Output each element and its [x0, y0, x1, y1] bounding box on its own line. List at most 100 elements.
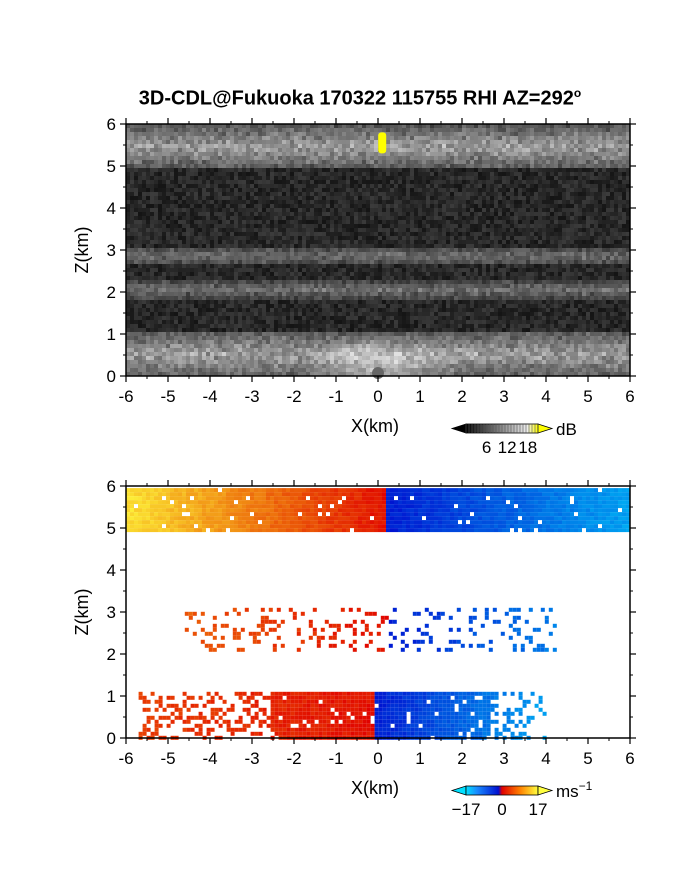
reflectivity-cell: [258, 236, 262, 240]
reflectivity-cell: [418, 236, 422, 240]
reflectivity-cell: [278, 368, 282, 372]
reflectivity-cell: [230, 316, 234, 320]
reflectivity-cell: [294, 328, 298, 332]
reflectivity-cell: [142, 132, 146, 136]
reflectivity-cell: [134, 212, 138, 216]
reflectivity-cell: [282, 204, 286, 208]
reflectivity-cell: [298, 200, 302, 204]
reflectivity-cell: [390, 204, 394, 208]
reflectivity-cell: [310, 276, 314, 280]
reflectivity-cell: [226, 272, 230, 276]
reflectivity-cell: [366, 280, 370, 284]
reflectivity-cell: [394, 348, 398, 352]
reflectivity-cell: [166, 124, 170, 128]
reflectivity-cell: [254, 292, 258, 296]
reflectivity-cell: [374, 216, 378, 220]
reflectivity-cell: [174, 264, 178, 268]
reflectivity-cell: [426, 336, 430, 340]
reflectivity-cell: [250, 268, 254, 272]
reflectivity-cell: [142, 252, 146, 256]
reflectivity-cell: [294, 228, 298, 232]
reflectivity-cell: [382, 276, 386, 280]
reflectivity-cell: [202, 344, 206, 348]
reflectivity-cell: [306, 328, 310, 332]
reflectivity-cell: [166, 228, 170, 232]
reflectivity-cell: [378, 364, 382, 368]
reflectivity-cell: [378, 236, 382, 240]
reflectivity-cell: [218, 272, 222, 276]
reflectivity-cell: [342, 256, 346, 260]
reflectivity-cell: [182, 320, 186, 324]
reflectivity-cell: [350, 196, 354, 200]
reflectivity-cell: [158, 128, 162, 132]
reflectivity-cell: [434, 328, 438, 332]
reflectivity-cell: [178, 348, 182, 352]
reflectivity-cell: [422, 360, 426, 364]
reflectivity-cell: [422, 344, 426, 348]
reflectivity-cell: [374, 200, 378, 204]
reflectivity-cell: [290, 316, 294, 320]
reflectivity-cell: [250, 164, 254, 168]
reflectivity-cell: [270, 284, 274, 288]
reflectivity-cell: [390, 156, 394, 160]
reflectivity-cell: [150, 348, 154, 352]
reflectivity-cell: [390, 232, 394, 236]
reflectivity-cell: [318, 364, 322, 368]
reflectivity-cell: [438, 188, 442, 192]
reflectivity-cell: [150, 212, 154, 216]
reflectivity-cell: [338, 288, 342, 292]
reflectivity-cell: [254, 228, 258, 232]
reflectivity-cell: [402, 244, 406, 248]
reflectivity-cell: [218, 204, 222, 208]
reflectivity-cell: [282, 224, 286, 228]
reflectivity-cell: [330, 368, 334, 372]
reflectivity-cell: [382, 292, 386, 296]
reflectivity-cell: [366, 216, 370, 220]
reflectivity-cell: [230, 320, 234, 324]
reflectivity-cell: [214, 332, 218, 336]
reflectivity-cell: [378, 224, 382, 228]
reflectivity-cell: [214, 300, 218, 304]
reflectivity-cell: [174, 208, 178, 212]
reflectivity-cell: [126, 340, 130, 344]
reflectivity-cell: [226, 336, 230, 340]
reflectivity-cell: [218, 248, 222, 252]
reflectivity-cell: [358, 232, 362, 236]
reflectivity-cell: [250, 240, 254, 244]
reflectivity-cell: [230, 136, 234, 140]
reflectivity-cell: [334, 136, 338, 140]
reflectivity-cell: [202, 372, 206, 376]
reflectivity-cell: [222, 260, 226, 264]
reflectivity-cell: [178, 344, 182, 348]
reflectivity-cell: [234, 208, 238, 212]
reflectivity-cell: [278, 168, 282, 172]
reflectivity-cell: [154, 156, 158, 160]
reflectivity-cell: [166, 188, 170, 192]
reflectivity-cell: [258, 152, 262, 156]
reflectivity-cell: [194, 348, 198, 352]
reflectivity-cell: [350, 232, 354, 236]
reflectivity-cell: [322, 148, 326, 152]
reflectivity-cell: [386, 332, 390, 336]
reflectivity-cell: [438, 256, 442, 260]
reflectivity-cell: [374, 228, 378, 232]
reflectivity-cell: [206, 372, 210, 376]
reflectivity-cell: [414, 264, 418, 268]
reflectivity-cell: [218, 152, 222, 156]
reflectivity-cell: [142, 268, 146, 272]
reflectivity-cell: [138, 220, 142, 224]
reflectivity-cell: [298, 292, 302, 296]
reflectivity-cell: [218, 216, 222, 220]
reflectivity-cell: [214, 152, 218, 156]
reflectivity-cell: [422, 312, 426, 316]
reflectivity-cell: [406, 272, 410, 276]
chart-title-text: 3D-CDL@Fukuoka 170322 115755 RHI AZ=292: [138, 87, 574, 110]
reflectivity-cell: [174, 372, 178, 376]
reflectivity-cell: [422, 292, 426, 296]
reflectivity-cell: [214, 252, 218, 256]
reflectivity-cell: [306, 348, 310, 352]
reflectivity-cell: [282, 176, 286, 180]
reflectivity-cell: [142, 276, 146, 280]
reflectivity-cell: [438, 300, 442, 304]
reflectivity-cell: [406, 312, 410, 316]
